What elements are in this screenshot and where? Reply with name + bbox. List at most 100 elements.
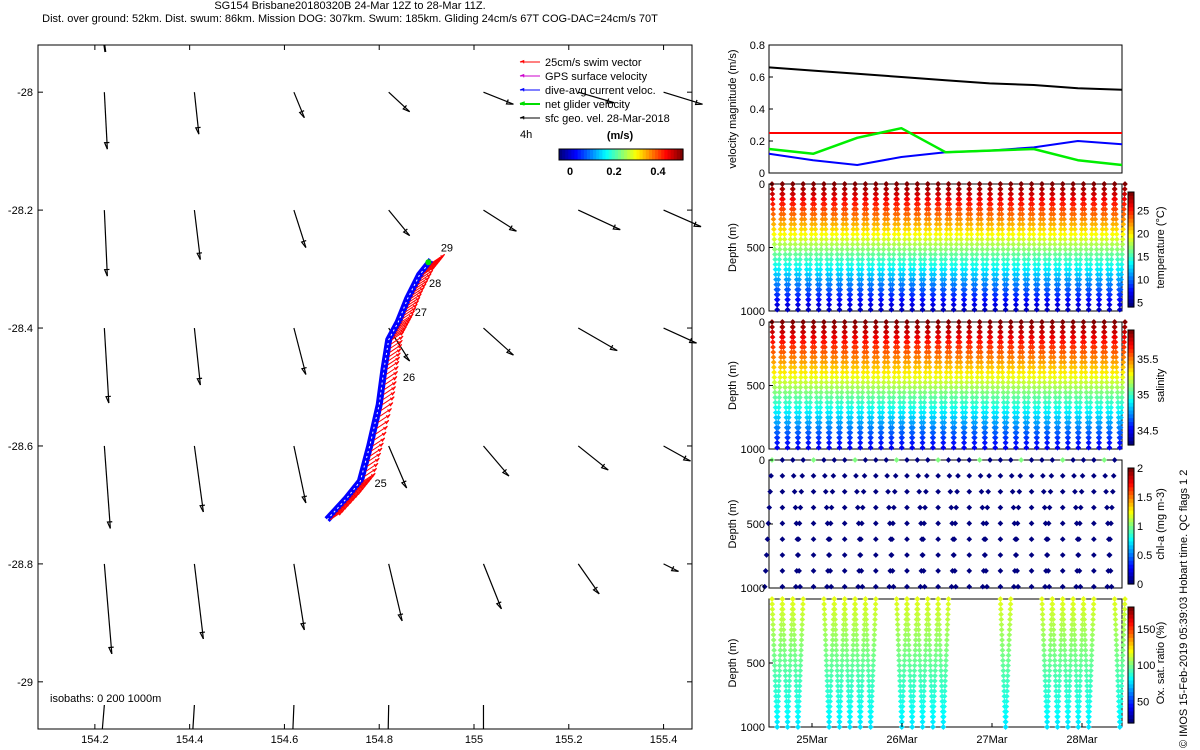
temperature-sample-point [906, 236, 913, 243]
temperature-sample-point [864, 231, 871, 238]
temperature-sample-point [917, 251, 924, 258]
colorbar-swatch [608, 149, 613, 160]
temperature-sample-point [803, 256, 810, 263]
day-label: 28 [429, 278, 441, 290]
temperature-sample-point [868, 291, 875, 298]
salinity-sample-point [1121, 329, 1128, 335]
temperature-sample-point [910, 276, 917, 283]
temperature-colorbar-swatch [1128, 295, 1134, 300]
temperature-sample-point [792, 231, 798, 238]
temperature-sample-point [800, 181, 806, 187]
temperature-sample-point [806, 286, 812, 293]
temperature-sample-point [774, 301, 781, 308]
map-xtick-label: 154.6 [271, 734, 299, 746]
temperature-sample-point [892, 221, 898, 228]
temperature-sample-point [855, 261, 862, 268]
temperature-sample-point [777, 221, 784, 228]
temperature-sample-point [870, 231, 877, 238]
temperature-sample-point [849, 246, 856, 253]
temperature-sample-point [785, 286, 792, 293]
temperature-sample-point [812, 216, 818, 223]
colorbar-swatch [648, 149, 653, 160]
temperature-sample-point [921, 251, 928, 258]
chla-colorbar-tick-label: 0 [1137, 579, 1143, 591]
temperature-sample-point [839, 246, 845, 253]
swim-vector-arrow [390, 335, 404, 345]
salinity-colorbar-swatch [1128, 425, 1134, 431]
temperature-sample-point [859, 256, 866, 263]
temperature-colorbar-swatch [1128, 195, 1134, 201]
temperature-sample-point [893, 181, 900, 187]
temperature-sample-point [869, 256, 876, 263]
temperature-sample-point [823, 231, 829, 238]
temperature-sample-point [829, 221, 836, 228]
temperature-sample-point [879, 276, 886, 283]
salinity-colorbar-swatch [1128, 341, 1134, 346]
temperature-sample-point [907, 251, 913, 258]
salinity-colorbar-swatch [1128, 376, 1134, 381]
swim-vector-arrow [381, 396, 395, 406]
temperature-sample-point [838, 266, 844, 273]
temperature-sample-point [881, 216, 888, 223]
temperature-sample-point [915, 196, 921, 202]
temperature-sample-point [902, 231, 908, 238]
colorbar-swatch [593, 149, 597, 160]
colorbar-swatch [568, 149, 572, 160]
salinity-colorbar-swatch [1128, 353, 1134, 358]
temperature-sample-point [907, 266, 914, 273]
temperature-sample-point [772, 266, 779, 273]
temperature-sample-point [786, 271, 792, 278]
swim-vector-arrow [372, 437, 386, 447]
temperature-sample-point [844, 241, 850, 248]
sfc-vector-arrow [193, 210, 203, 260]
swim-vector-arrow [402, 310, 415, 320]
temperature-sample-point [808, 246, 814, 253]
legend-entry: 25cm/s swim vector [545, 57, 642, 69]
temperature-sample-point [864, 221, 870, 228]
temperature-sample-point [854, 246, 861, 253]
temperature-sample-point [822, 221, 829, 228]
temperature-sample-point [886, 256, 893, 263]
temperature-sample-point [901, 246, 908, 253]
temperature-sample-point [873, 186, 879, 192]
temperature-sample-point [816, 296, 822, 303]
temperature-sample-point [813, 256, 820, 263]
temperature-sample-point [776, 251, 783, 258]
salinity-colorbar-swatch [1128, 418, 1134, 423]
swim-vector-arrow [388, 348, 402, 358]
temperature-sample-point [852, 196, 859, 202]
temperature-sample-point [850, 216, 857, 223]
temperature-sample-point [885, 236, 892, 243]
temperature-sample-point [801, 216, 808, 223]
temperature-sample-point [862, 181, 869, 187]
salinity-colorbar-swatch [1128, 410, 1134, 415]
temperature-sample-point [838, 271, 844, 278]
temperature-sample-point [837, 281, 844, 288]
swim-vector-arrow [377, 413, 391, 423]
temperature-sample-point [821, 191, 828, 197]
temperature-sample-point [818, 246, 825, 253]
temperature-sample-point [880, 251, 887, 258]
temperature-sample-point [792, 236, 798, 243]
temperature-colorbar-tick-label: 5 [1137, 297, 1143, 309]
temperature-sample-point [868, 281, 875, 288]
map-xtick-label: 154.4 [176, 734, 204, 746]
swim-vector-arrow [413, 283, 427, 293]
temperature-sample-point [804, 271, 810, 278]
temperature-sample-point [873, 196, 880, 202]
sfc-vector-arrow [293, 209, 307, 248]
swim-vector-arrow [367, 457, 380, 467]
salinity-colorbar-swatch [1128, 368, 1134, 373]
chla-colorbar-tick-label: 0.5 [1137, 550, 1152, 562]
velocity-ytick-label: 0.6 [750, 72, 765, 84]
temperature-sample-point [806, 281, 813, 288]
map-xtick-label: 154.2 [81, 734, 109, 746]
temperature-sample-point [777, 236, 783, 243]
temperature-sample-point [853, 211, 860, 218]
temperature-sample-point [921, 256, 928, 263]
sfc-vector-arrow [103, 92, 110, 150]
temperature-sample-point [868, 296, 874, 303]
temperature-sample-point [786, 261, 793, 268]
sfc-vector-arrow [663, 445, 691, 462]
temperature-sample-point [912, 221, 919, 228]
